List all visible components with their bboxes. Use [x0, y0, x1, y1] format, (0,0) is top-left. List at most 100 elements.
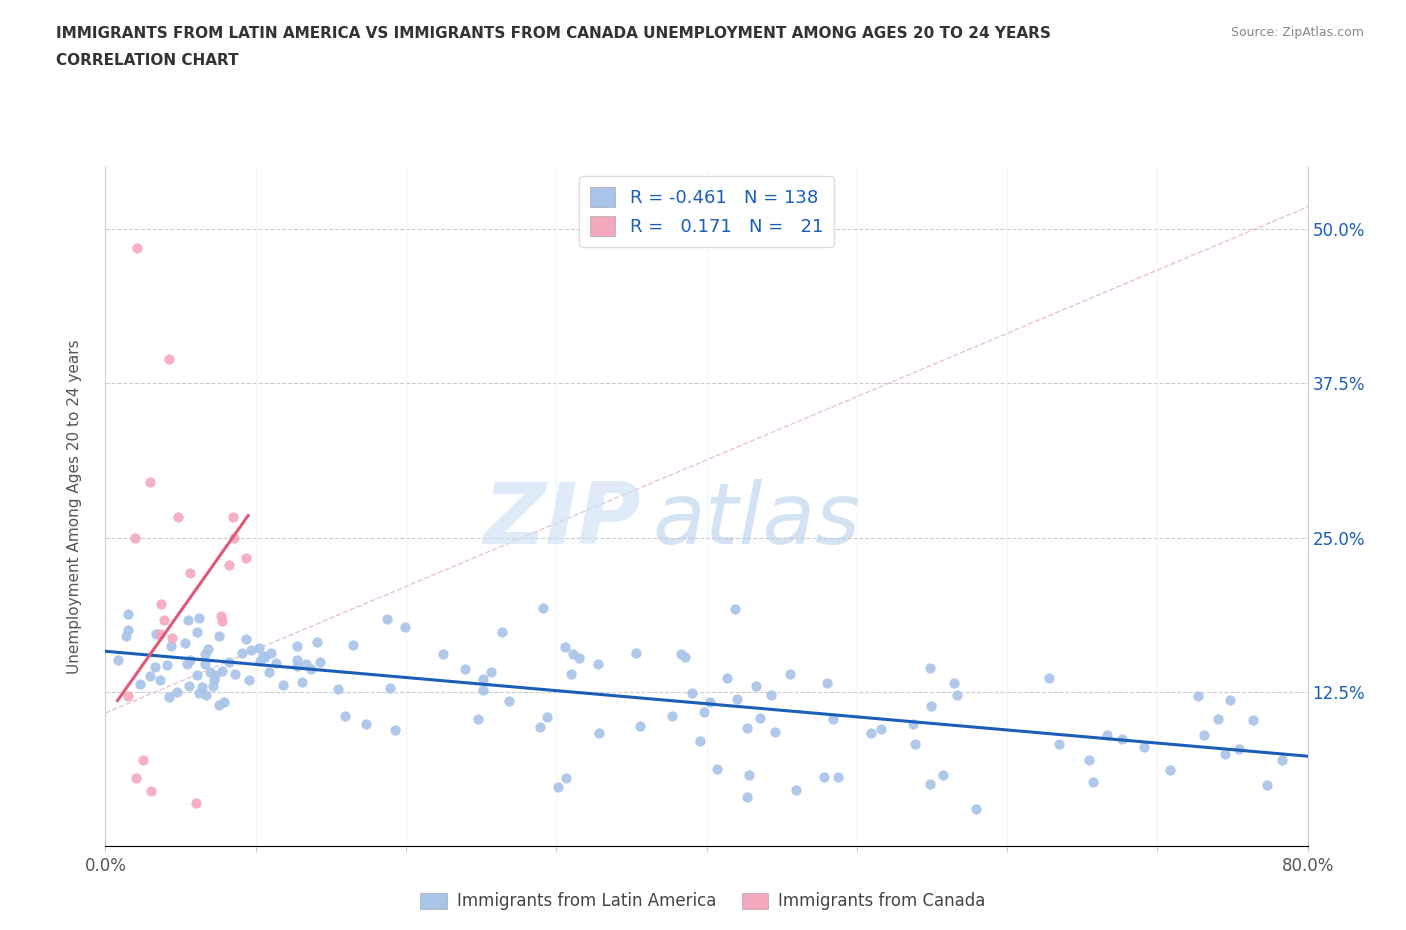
Point	[693, 704, 716, 719]
Point	[785, 783, 807, 798]
Point	[305, 635, 328, 650]
Point	[139, 783, 162, 798]
Point	[735, 790, 758, 804]
Point	[208, 629, 231, 644]
Point	[588, 657, 610, 671]
Point	[264, 656, 287, 671]
Point	[127, 240, 149, 255]
Point	[1271, 752, 1294, 767]
Point	[235, 631, 257, 646]
Point	[394, 619, 416, 634]
Point	[920, 777, 942, 791]
Point	[211, 614, 233, 629]
Point	[901, 716, 924, 731]
Point	[706, 762, 728, 777]
Point	[160, 639, 183, 654]
Point	[560, 667, 582, 682]
Point	[201, 678, 224, 693]
Legend: R = -0.461   N = 138, R =   0.171   N =   21: R = -0.461 N = 138, R = 0.171 N = 21	[579, 177, 834, 246]
Point	[238, 672, 260, 687]
Point	[247, 641, 270, 656]
Point	[932, 767, 955, 782]
Point	[920, 660, 942, 675]
Point	[716, 671, 738, 685]
Point	[965, 802, 987, 817]
Point	[554, 640, 576, 655]
Point	[186, 625, 208, 640]
Point	[204, 668, 226, 683]
Point	[124, 771, 146, 786]
Point	[628, 718, 651, 733]
Point	[1038, 671, 1060, 685]
Point	[179, 565, 201, 580]
Point	[149, 672, 172, 687]
Point	[432, 647, 454, 662]
Point	[285, 639, 308, 654]
Point	[197, 642, 219, 657]
Point	[815, 675, 838, 690]
Point	[186, 668, 208, 683]
Text: IMMIGRANTS FROM LATIN AMERICA VS IMMIGRANTS FROM CANADA UNEMPLOYMENT AMONG AGES : IMMIGRANTS FROM LATIN AMERICA VS IMMIGRA…	[56, 26, 1052, 41]
Point	[1241, 712, 1264, 727]
Point	[218, 655, 240, 670]
Point	[211, 608, 233, 623]
Text: CORRELATION CHART: CORRELATION CHART	[56, 53, 239, 68]
Point	[308, 654, 330, 669]
Point	[160, 631, 183, 645]
Point	[699, 695, 721, 710]
Point	[759, 688, 782, 703]
Point	[354, 717, 377, 732]
Point	[536, 710, 558, 724]
Point	[195, 687, 218, 702]
Point	[1227, 742, 1250, 757]
Point	[673, 650, 696, 665]
Text: ZIP: ZIP	[482, 479, 640, 562]
Point	[1187, 688, 1209, 703]
Point	[191, 680, 214, 695]
Point	[176, 657, 198, 671]
Point	[115, 629, 138, 644]
Point	[813, 769, 835, 784]
Point	[231, 645, 253, 660]
Point	[454, 661, 477, 676]
Point	[471, 683, 494, 698]
Point	[375, 611, 398, 626]
Point	[479, 665, 502, 680]
Point	[1219, 693, 1241, 708]
Text: atlas: atlas	[652, 479, 860, 562]
Point	[287, 658, 309, 673]
Point	[827, 770, 849, 785]
Point	[870, 722, 893, 737]
Point	[224, 667, 246, 682]
Point	[860, 725, 883, 740]
Point	[378, 681, 401, 696]
Point	[198, 664, 221, 679]
Point	[249, 653, 271, 668]
Point	[568, 651, 591, 666]
Point	[239, 643, 262, 658]
Point	[681, 686, 703, 701]
Point	[1081, 775, 1104, 790]
Point	[188, 685, 211, 700]
Point	[212, 695, 235, 710]
Point	[194, 657, 217, 671]
Point	[661, 708, 683, 723]
Point	[555, 771, 578, 786]
Point	[157, 689, 180, 704]
Point	[139, 474, 162, 489]
Point	[529, 720, 551, 735]
Point	[1213, 746, 1236, 761]
Point	[1097, 727, 1119, 742]
Point	[287, 653, 309, 668]
Point	[384, 723, 406, 737]
Point	[149, 596, 172, 611]
Point	[177, 679, 200, 694]
Point	[738, 767, 761, 782]
Point	[326, 681, 349, 696]
Point	[208, 698, 231, 712]
Point	[117, 607, 139, 622]
Point	[1192, 727, 1215, 742]
Point	[744, 678, 766, 693]
Point	[252, 648, 274, 663]
Point	[1256, 777, 1278, 792]
